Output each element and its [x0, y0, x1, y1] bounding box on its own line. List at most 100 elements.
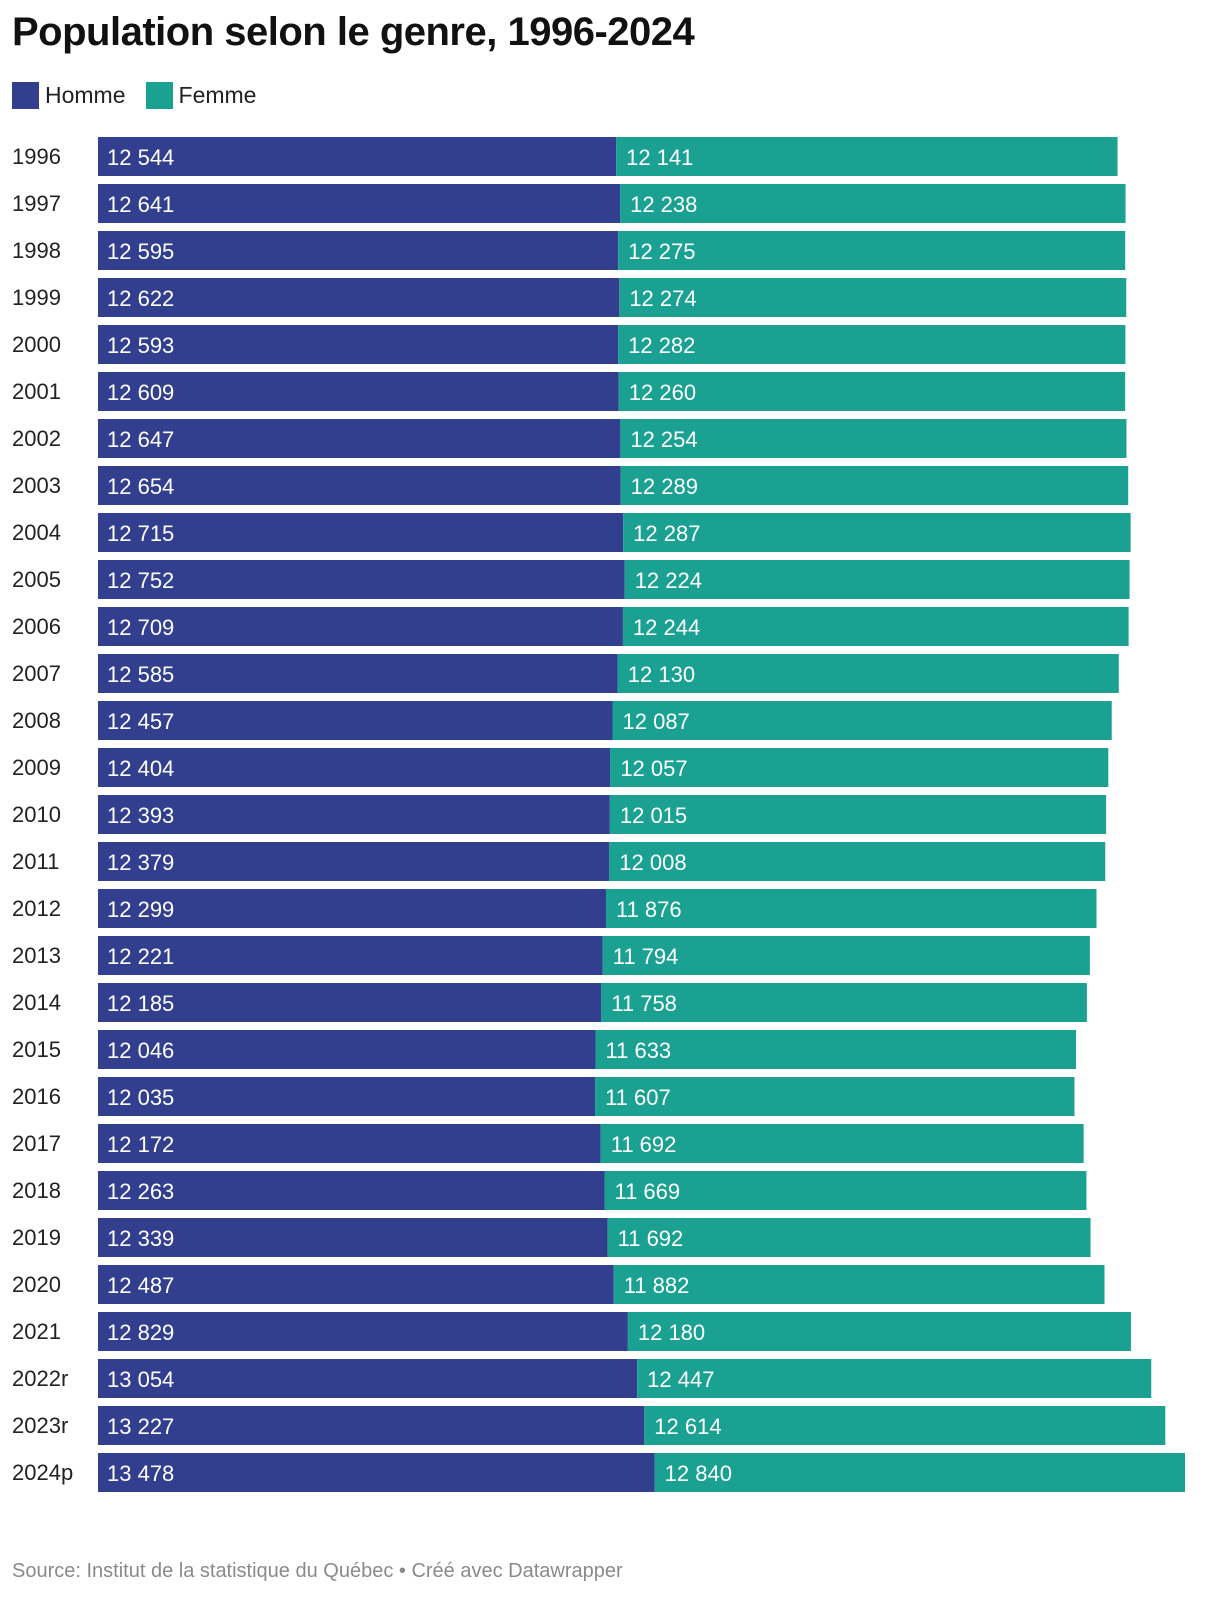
bar-femme-2021	[627, 1312, 1131, 1351]
data-label-femme-2022r: 12 447	[647, 1367, 714, 1392]
bar-femme-2018	[604, 1171, 1087, 1210]
legend: Homme Femme	[12, 82, 276, 109]
data-label-femme-2018: 11 669	[614, 1179, 680, 1204]
data-label-homme-2024p: 13 478	[107, 1461, 174, 1486]
y-tick-label-2019: 2019	[12, 1225, 61, 1250]
y-tick-label-2017: 2017	[12, 1131, 61, 1156]
data-label-femme-2024p: 12 840	[665, 1461, 732, 1486]
bar-homme-2002	[98, 419, 621, 458]
y-tick-label-2014: 2014	[12, 990, 61, 1015]
bar-homme-2020	[98, 1265, 614, 1304]
data-label-homme-2019: 12 339	[107, 1226, 174, 1251]
y-tick-label-2007: 2007	[12, 661, 61, 686]
bar-femme-2006	[622, 607, 1129, 646]
legend-label-femme: Femme	[178, 82, 257, 108]
data-label-femme-2001: 12 260	[629, 380, 696, 405]
y-tick-label-2004: 2004	[12, 520, 61, 545]
data-label-femme-2020: 11 882	[624, 1273, 690, 1298]
bar-femme-2004	[623, 513, 1131, 552]
y-tick-label-2009: 2009	[12, 755, 61, 780]
y-tick-label-1998: 1998	[12, 238, 61, 263]
bar-homme-2000	[98, 325, 619, 364]
data-label-homme-2018: 12 263	[107, 1179, 174, 1204]
bar-femme-1997	[620, 184, 1126, 223]
bar-femme-2010	[609, 795, 1107, 834]
bar-homme-2019	[98, 1218, 608, 1257]
bar-femme-2019	[607, 1218, 1091, 1257]
bar-homme-2024p	[98, 1453, 655, 1492]
data-label-homme-2020: 12 487	[107, 1273, 174, 1298]
bar-homme-2001	[98, 372, 619, 411]
data-label-homme-2007: 12 585	[107, 662, 174, 687]
y-tick-label-2006: 2006	[12, 614, 61, 639]
y-tick-label-1999: 1999	[12, 285, 61, 310]
data-label-femme-1999: 12 274	[629, 286, 696, 311]
data-label-femme-2011: 12 008	[619, 850, 686, 875]
y-tick-label-2024p: 2024p	[12, 1460, 73, 1485]
bar-homme-2015	[98, 1030, 596, 1069]
y-tick-label-2001: 2001	[12, 379, 61, 404]
data-label-homme-1996: 12 544	[107, 145, 174, 170]
data-label-homme-2006: 12 709	[107, 615, 174, 640]
data-label-femme-2016: 11 607	[605, 1085, 671, 1110]
data-label-femme-2019: 11 692	[618, 1226, 684, 1251]
bar-homme-2013	[98, 936, 603, 975]
bar-homme-2012	[98, 889, 606, 928]
bar-homme-2014	[98, 983, 602, 1022]
bar-homme-2008	[98, 701, 613, 740]
bar-homme-2009	[98, 748, 611, 787]
bar-femme-2013	[602, 936, 1090, 975]
bar-femme-2003	[620, 466, 1129, 505]
data-label-femme-1996: 12 141	[626, 145, 693, 170]
bar-homme-2022r	[98, 1359, 638, 1398]
bar-homme-2006	[98, 607, 623, 646]
data-label-homme-2011: 12 379	[107, 850, 174, 875]
data-label-homme-2022r: 13 054	[107, 1367, 174, 1392]
y-tick-label-2002: 2002	[12, 426, 61, 451]
data-label-femme-2007: 12 130	[628, 662, 695, 687]
data-label-femme-2009: 12 057	[620, 756, 687, 781]
bar-homme-2023r	[98, 1406, 645, 1445]
bar-homme-2005	[98, 560, 625, 599]
data-label-homme-2001: 12 609	[107, 380, 174, 405]
y-tick-label-2015: 2015	[12, 1037, 61, 1062]
y-tick-label-2003: 2003	[12, 473, 61, 498]
legend-swatch-femme	[145, 82, 173, 109]
data-label-homme-2023r: 13 227	[107, 1414, 174, 1439]
data-label-femme-2014: 11 758	[611, 991, 677, 1016]
data-label-femme-2004: 12 287	[633, 521, 700, 546]
bar-homme-2018	[98, 1171, 605, 1210]
y-tick-label-2020: 2020	[12, 1272, 61, 1297]
y-tick-label-2008: 2008	[12, 708, 61, 733]
bar-femme-2011	[609, 842, 1106, 881]
data-label-femme-2012: 11 876	[616, 897, 682, 922]
y-tick-label-2010: 2010	[12, 802, 61, 827]
data-label-femme-2013: 11 794	[613, 944, 679, 969]
bar-femme-2020	[613, 1265, 1105, 1304]
bar-femme-2002	[620, 419, 1127, 458]
y-tick-label-2011: 2011	[12, 849, 59, 874]
data-label-femme-1998: 12 275	[628, 239, 695, 264]
y-tick-label-2013: 2013	[12, 943, 61, 968]
bar-femme-2024p	[654, 1453, 1185, 1492]
data-label-femme-1997: 12 238	[630, 192, 697, 217]
bar-femme-2015	[595, 1030, 1077, 1069]
bar-femme-2009	[610, 748, 1109, 787]
bar-homme-2010	[98, 795, 610, 834]
bar-femme-1999	[619, 278, 1127, 317]
data-label-homme-2013: 12 221	[107, 944, 174, 969]
data-label-femme-2023r: 12 614	[654, 1414, 721, 1439]
data-label-femme-2021: 12 180	[638, 1320, 705, 1345]
bar-homme-1996	[98, 137, 617, 176]
data-label-femme-2002: 12 254	[630, 427, 697, 452]
data-label-homme-2010: 12 393	[107, 803, 174, 828]
data-label-homme-1999: 12 622	[107, 286, 174, 311]
bar-homme-2003	[98, 466, 621, 505]
y-tick-label-2005: 2005	[12, 567, 61, 592]
data-label-femme-2005: 12 224	[635, 568, 702, 593]
bar-homme-2021	[98, 1312, 628, 1351]
y-tick-label-1997: 1997	[12, 191, 61, 216]
legend-label-homme: Homme	[45, 82, 126, 108]
bar-femme-2017	[600, 1124, 1084, 1163]
source-note: Source: Institut de la statistique du Qu…	[12, 1560, 623, 1582]
